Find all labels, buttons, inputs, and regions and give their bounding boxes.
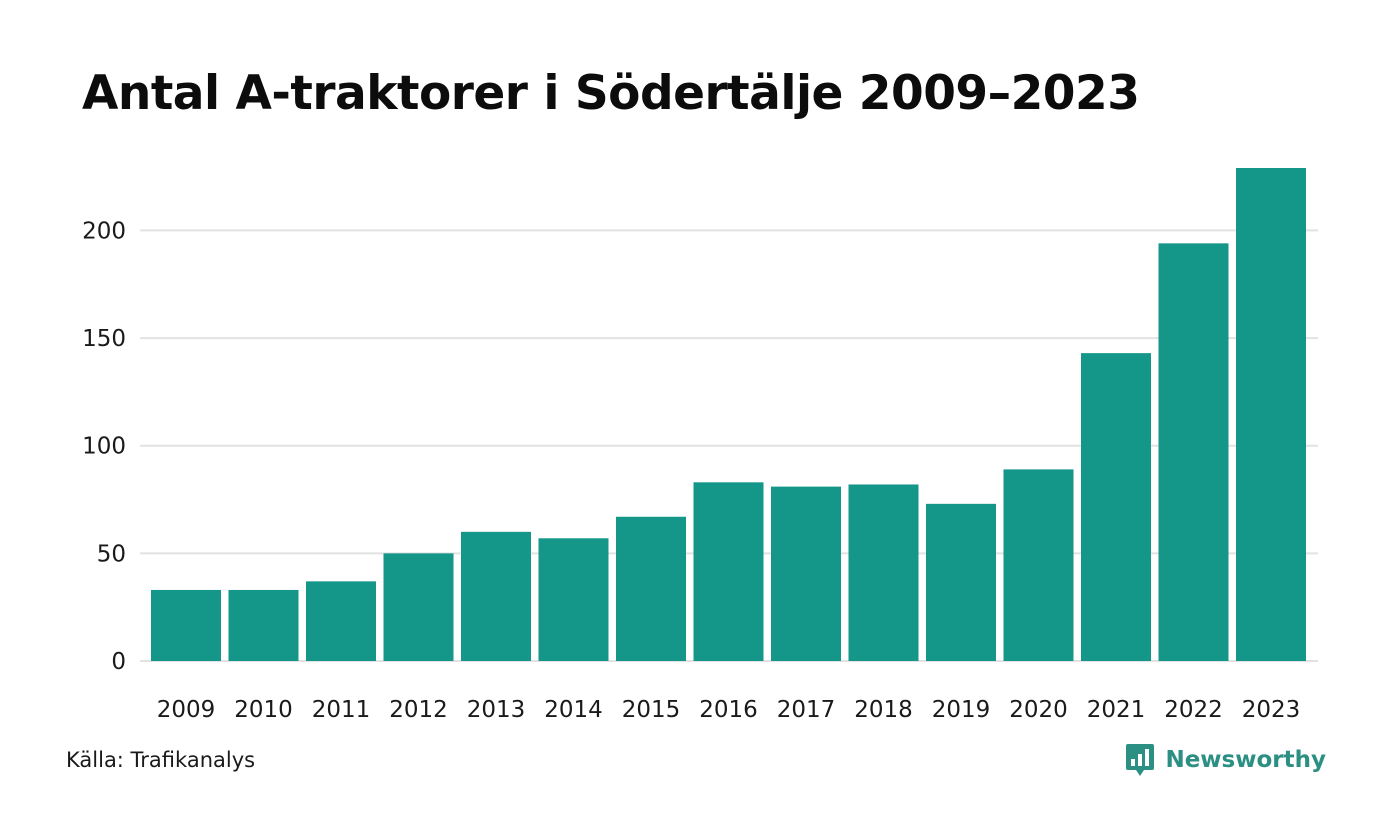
y-tick-label-150: 150 (82, 326, 126, 352)
x-tick-label-2023: 2023 (1242, 697, 1301, 723)
bar-chart-speech-bubble-icon (1126, 744, 1155, 776)
source-note: Källa: Trafikanalys (66, 748, 256, 772)
bar-2015 (616, 516, 686, 661)
bar-2023 (1236, 168, 1306, 661)
bar-2012 (383, 553, 454, 661)
x-tick-label-2021: 2021 (1087, 697, 1146, 723)
x-tick-label-2022: 2022 (1164, 697, 1223, 723)
bar-2021 (1081, 353, 1151, 661)
bars (151, 168, 1306, 661)
x-tick-label-2012: 2012 (389, 697, 448, 723)
y-tick-label-50: 50 (97, 541, 126, 567)
bar-2014 (538, 538, 609, 661)
x-tick-label-2010: 2010 (234, 697, 293, 723)
bar-2010 (228, 589, 299, 661)
y-tick-label-100: 100 (82, 434, 126, 460)
bar-chart: 0 50 100 150 200 2009 2010 2011 2012 2013 2014 201… (82, 168, 1318, 723)
bar-2020 (1003, 469, 1074, 661)
bar-2019 (926, 503, 996, 661)
x-tick-label-2015: 2015 (622, 697, 681, 723)
bar-2022 (1158, 243, 1229, 661)
x-tick-label-2020: 2020 (1009, 697, 1068, 723)
bar-2017 (771, 486, 841, 661)
bar-2016 (693, 482, 764, 661)
x-tick-label-2013: 2013 (467, 697, 526, 723)
x-tick-label-2014: 2014 (544, 697, 603, 723)
bar-2011 (306, 581, 376, 661)
y-tick-label-200: 200 (82, 218, 126, 244)
bar-2018 (848, 484, 919, 661)
x-tick-label-2016: 2016 (699, 697, 758, 723)
x-tick-label-2009: 2009 (157, 697, 216, 723)
x-axis-ticks: 2009 2010 2011 2012 2013 2014 2015 2016 2017 2018… (157, 697, 1301, 723)
y-axis-ticks: 0 50 100 150 200 (82, 218, 126, 675)
brand-name: Newsworthy (1165, 747, 1326, 773)
y-tick-label-0: 0 (111, 649, 126, 675)
x-tick-label-2017: 2017 (777, 697, 836, 723)
x-tick-label-2018: 2018 (854, 697, 913, 723)
bar-2013 (461, 531, 531, 661)
brand-logo[interactable]: Newsworthy (1125, 742, 1326, 778)
bar-2009 (151, 589, 221, 661)
x-tick-label-2019: 2019 (932, 697, 991, 723)
x-tick-label-2011: 2011 (312, 697, 371, 723)
chart-title: Antal A-traktorer i Södertälje 2009–2023 (82, 66, 1140, 121)
